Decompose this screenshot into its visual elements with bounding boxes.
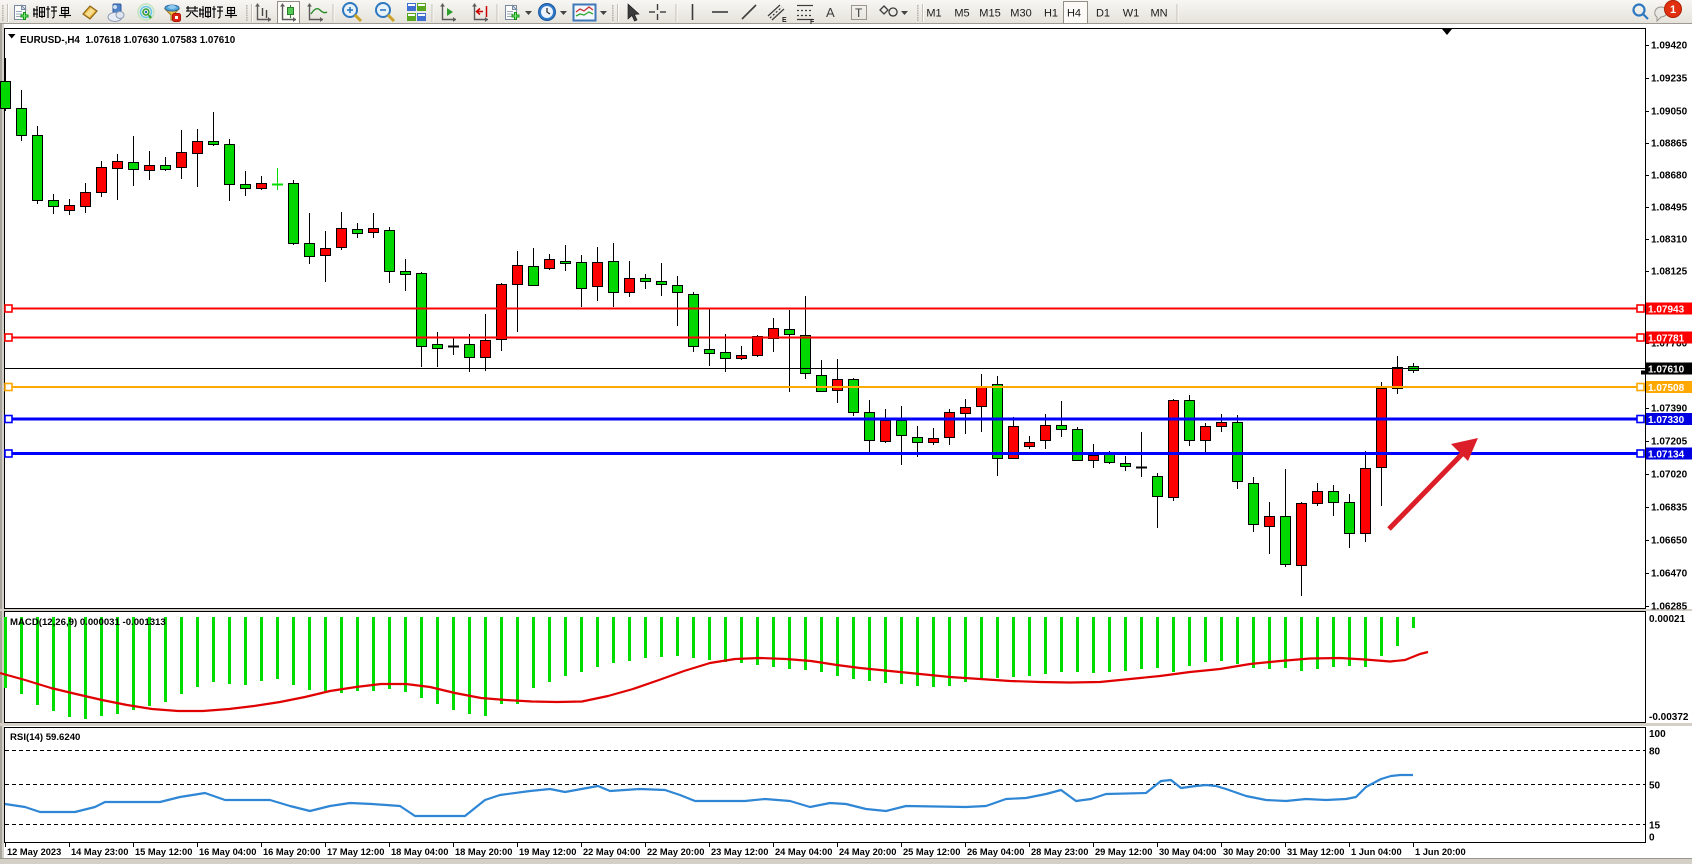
svg-text:1.09420: 1.09420 [1651,41,1688,52]
svg-text:1.08680: 1.08680 [1651,171,1688,182]
svg-text:1: 1 [1670,4,1676,16]
svg-text:0.00021: 0.00021 [1649,614,1686,625]
svg-text:1.06835: 1.06835 [1651,503,1688,514]
svg-text:29 May 12:00: 29 May 12:00 [1095,847,1152,857]
svg-text:1.07330: 1.07330 [1648,415,1685,426]
svg-text:H4: H4 [1067,8,1081,20]
svg-text:80: 80 [1649,747,1661,758]
svg-text:M1: M1 [926,8,941,20]
svg-text:1.07760: 1.07760 [1651,339,1688,350]
svg-text:16 May 04:00: 16 May 04:00 [199,847,256,857]
svg-text:30 May 04:00: 30 May 04:00 [1159,847,1216,857]
svg-text:0: 0 [1649,833,1655,844]
svg-text:23 May 12:00: 23 May 12:00 [711,847,768,857]
svg-text:17 May 12:00: 17 May 12:00 [327,847,384,857]
svg-text:31 May 12:00: 31 May 12:00 [1287,847,1344,857]
svg-text:24 May 20:00: 24 May 20:00 [839,847,896,857]
svg-text:16 May 20:00: 16 May 20:00 [263,847,320,857]
svg-text:12 May 2023: 12 May 2023 [7,847,61,857]
svg-text:18 May 04:00: 18 May 04:00 [391,847,448,857]
svg-text:15: 15 [1649,821,1661,832]
svg-text:1.07390: 1.07390 [1651,404,1688,415]
svg-text:1 Jun 20:00: 1 Jun 20:00 [1415,847,1466,857]
svg-text:F: F [810,19,815,26]
svg-text:28 May 23:00: 28 May 23:00 [1031,847,1088,857]
svg-text:24 May 04:00: 24 May 04:00 [775,847,832,857]
svg-text:1.07781: 1.07781 [1648,334,1685,345]
svg-text:1 Jun 04:00: 1 Jun 04:00 [1351,847,1402,857]
svg-text:M15: M15 [979,8,1000,20]
svg-text:1.08125: 1.08125 [1651,267,1688,278]
svg-text:T: T [855,6,863,20]
svg-text:E: E [782,17,787,24]
svg-text:EURUSD-,H4 1.07618 1.07630 1.: EURUSD-,H4 1.07618 1.07630 1.07583 1.076… [20,35,236,46]
svg-text:18 May 20:00: 18 May 20:00 [455,847,512,857]
svg-text:H1: H1 [1044,8,1058,20]
svg-text:1.06650: 1.06650 [1651,536,1688,547]
svg-text:14 May 23:00: 14 May 23:00 [71,847,128,857]
svg-text:15 May 12:00: 15 May 12:00 [135,847,192,857]
svg-text:1.08310: 1.08310 [1651,235,1688,246]
svg-text:1.07610: 1.07610 [1648,365,1685,376]
svg-text:RSI(14) 59.6240: RSI(14) 59.6240 [10,732,80,743]
svg-text:M5: M5 [954,8,969,20]
svg-text:30 May 20:00: 30 May 20:00 [1223,847,1280,857]
svg-text:1.07020: 1.07020 [1651,470,1688,481]
svg-text:22 May 04:00: 22 May 04:00 [583,847,640,857]
svg-text:W1: W1 [1123,8,1140,20]
svg-text:1.08865: 1.08865 [1651,139,1688,150]
svg-text:1.09050: 1.09050 [1651,107,1688,118]
svg-text:MACD(12,26,9) 0.000031 -0.0013: MACD(12,26,9) 0.000031 -0.001313 [10,617,166,628]
svg-text:1.09235: 1.09235 [1651,74,1688,85]
svg-text:19 May 12:00: 19 May 12:00 [519,847,576,857]
svg-text:1.07508: 1.07508 [1648,383,1685,394]
svg-text:26 May 04:00: 26 May 04:00 [967,847,1024,857]
svg-text:1.07205: 1.07205 [1651,437,1688,448]
svg-text:1.07943: 1.07943 [1648,305,1685,316]
svg-text:1.08495: 1.08495 [1651,203,1688,214]
svg-text:50: 50 [1649,781,1661,792]
svg-text:A: A [826,5,835,20]
svg-text:-0.00372: -0.00372 [1649,712,1689,723]
svg-text:MN: MN [1150,8,1167,20]
svg-text:1.06285: 1.06285 [1651,602,1688,613]
svg-text:1.07134: 1.07134 [1648,450,1685,461]
svg-text:M30: M30 [1010,8,1031,20]
svg-text:25 May 12:00: 25 May 12:00 [903,847,960,857]
svg-text:D1: D1 [1096,8,1110,20]
svg-text:1.06470: 1.06470 [1651,569,1688,580]
svg-text:100: 100 [1649,729,1666,740]
svg-text:22 May 20:00: 22 May 20:00 [647,847,704,857]
